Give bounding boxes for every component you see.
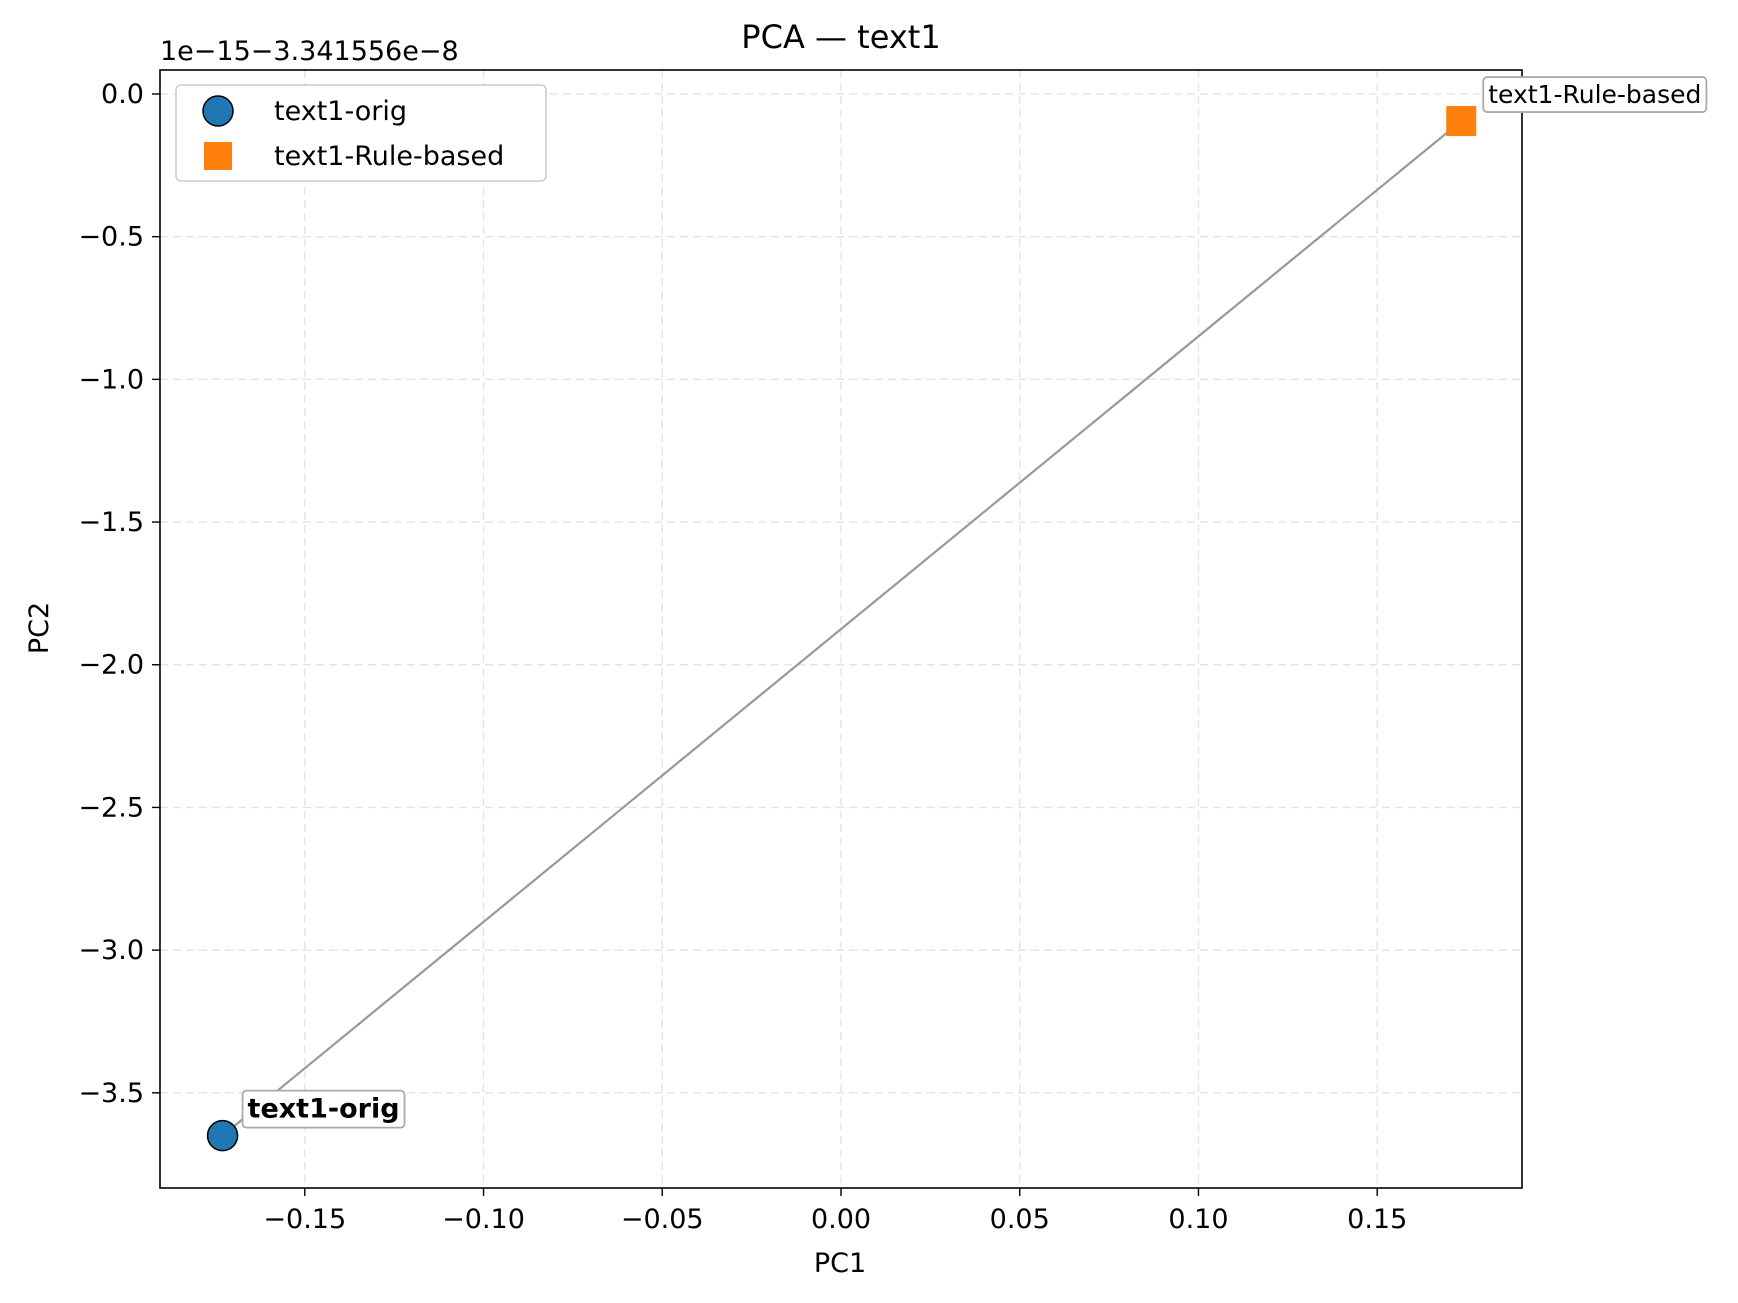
annotation-text1-Rule-based: text1-Rule-based: [1482, 76, 1708, 113]
legend-marker-text1-orig: [202, 95, 234, 127]
y-axis-offset-label: 1e−15−3.341556e−8: [160, 36, 459, 67]
plot-frame: [159, 69, 1523, 1189]
grid: [160, 70, 1522, 1188]
y-tick-label: −3.5: [78, 1078, 144, 1109]
point-text1-Rule-based: [1446, 106, 1477, 137]
legend-box: [175, 84, 547, 182]
x-tick-label: 0.00: [811, 1204, 871, 1235]
y-tick-label: −1.5: [78, 507, 144, 538]
legend-marker-text1-Rule-based: [204, 142, 232, 170]
connection-arrow-line: [221, 120, 1462, 1137]
x-tick-label: −0.10: [442, 1204, 525, 1235]
x-axis-label: PC1: [814, 1248, 866, 1279]
y-tick-label: −1.0: [78, 364, 144, 395]
legend: text1-orig text1-Rule-based: [175, 84, 547, 182]
annotation-layer: text1-orig text1-Rule-based: [241, 76, 1708, 1129]
point-text1-orig: [206, 1119, 239, 1152]
chart-title: PCA — text1: [741, 18, 940, 56]
annotation-text: text1-orig: [248, 1094, 400, 1125]
legend-label-text1-orig: text1-orig: [274, 96, 407, 127]
y-axis-label: PC2: [24, 602, 55, 654]
annotation-text1-orig: text1-orig: [241, 1089, 406, 1129]
y-tick-label: −0.5: [78, 222, 144, 253]
x-tick-label: −0.15: [263, 1204, 346, 1235]
y-tick-label: −2.0: [78, 650, 144, 681]
x-tick-label: 0.10: [1168, 1204, 1228, 1235]
annotation-box: [241, 1089, 406, 1129]
y-tick-label: 0.0: [101, 79, 144, 110]
y-tick-label: −3.0: [78, 935, 144, 966]
x-tick-label: 0.05: [990, 1204, 1050, 1235]
annotation-text: text1-Rule-based: [1488, 80, 1701, 109]
marks-layer: [206, 106, 1477, 1152]
y-tick-label: −2.5: [78, 792, 144, 823]
arrow-layer: [221, 119, 1464, 1137]
x-tick-label: 0.15: [1347, 1204, 1407, 1235]
annotation-box: [1482, 76, 1708, 113]
legend-label-text1-Rule-based: text1-Rule-based: [274, 141, 504, 172]
x-tick-label: −0.05: [621, 1204, 704, 1235]
ticks-layer: −0.15 −0.10 −0.05 0.00 0.05 0.10 0.15 0.0 −0.5 −1…: [78, 79, 1407, 1235]
